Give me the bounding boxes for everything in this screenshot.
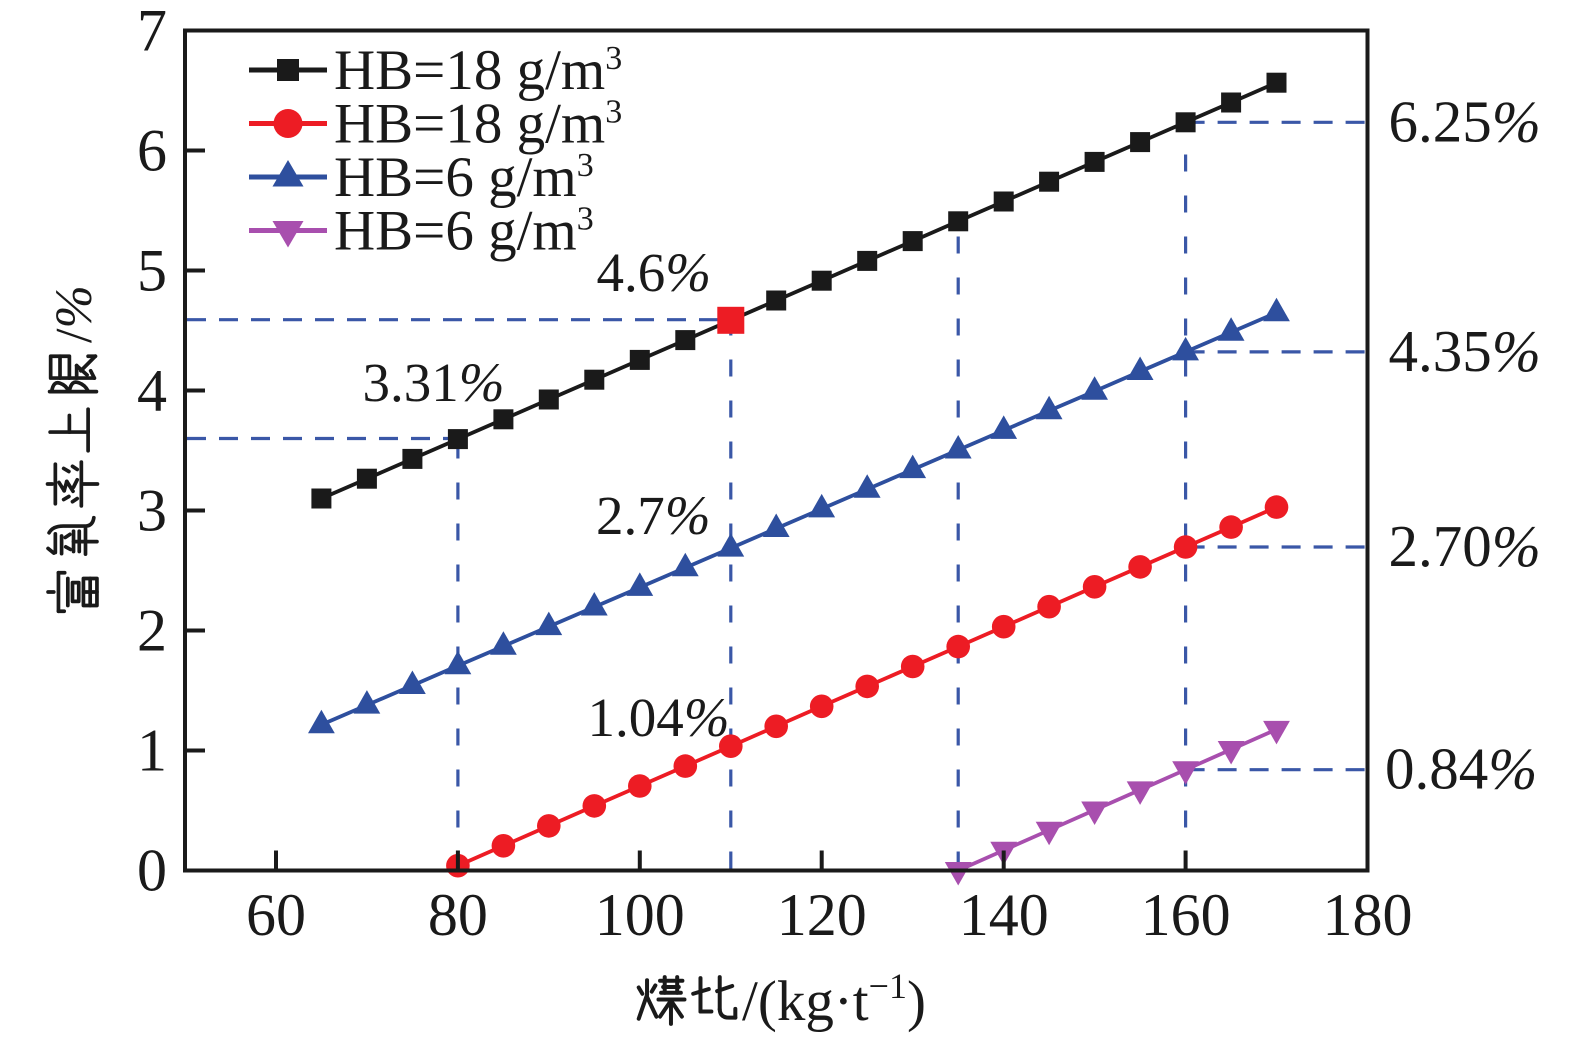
svg-text:1: 1 [137,718,167,784]
svg-text:160: 160 [1141,882,1231,948]
svg-text:120: 120 [777,882,867,948]
svg-text:0: 0 [137,838,167,904]
svg-text:4: 4 [137,358,167,424]
svg-text:HB=18 g/m3: HB=18 g/m3 [334,93,622,156]
svg-text:/(kg·t−1): /(kg·t−1) [742,966,926,1033]
svg-text:4.35%: 4.35% [1389,318,1541,384]
svg-text:2.70%: 2.70% [1389,513,1541,579]
svg-text:100: 100 [595,882,685,948]
svg-text:HB=18 g/m3: HB=18 g/m3 [334,39,622,102]
svg-text:1.04%: 1.04% [588,687,730,748]
svg-text:60: 60 [246,882,306,948]
svg-text:180: 180 [1323,882,1413,948]
svg-text:6.25%: 6.25% [1389,88,1541,154]
svg-text:/%: /% [46,285,103,343]
svg-text:5: 5 [137,238,167,304]
svg-text:140: 140 [959,882,1049,948]
svg-text:4.6%: 4.6% [597,242,712,303]
svg-text:HB=6 g/m3: HB=6 g/m3 [334,200,594,263]
svg-text:3: 3 [137,478,167,544]
svg-text:80: 80 [428,882,488,948]
svg-text:3.31%: 3.31% [363,352,505,413]
svg-text:6: 6 [137,118,167,184]
svg-text:HB=6 g/m3: HB=6 g/m3 [334,146,594,209]
svg-text:2: 2 [137,598,167,664]
svg-text:2.7%: 2.7% [596,485,711,546]
svg-text:0.84%: 0.84% [1385,736,1537,802]
svg-text:7: 7 [137,0,167,64]
